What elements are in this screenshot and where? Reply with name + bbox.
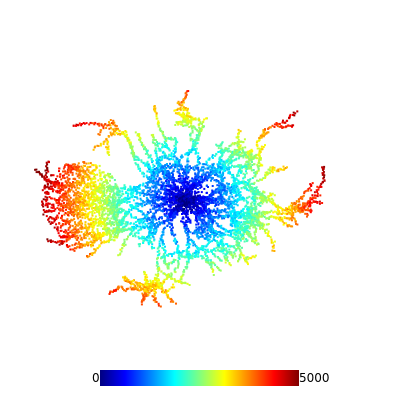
colorbar <box>100 370 299 386</box>
colorbar-min-label: 0 <box>92 371 100 385</box>
growth-cluster-image <box>34 90 326 308</box>
colorbar-max-label: 5000 <box>299 371 330 385</box>
